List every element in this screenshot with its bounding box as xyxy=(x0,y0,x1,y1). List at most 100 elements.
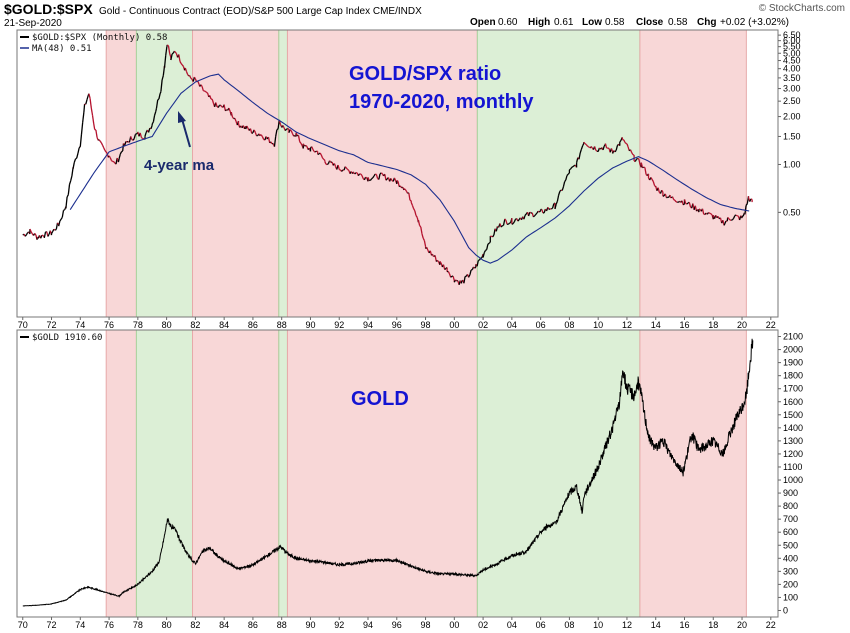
ratio-panel: 6.506.005.505.004.504.003.503.00 2.50 2.00… xyxy=(16,29,801,330)
ratio-line-segment xyxy=(159,91,162,94)
ratio-line-segment xyxy=(728,218,731,221)
ratio-line-segment xyxy=(404,188,407,192)
ratio-line-segment xyxy=(365,176,368,179)
ratio-xtick-label: 16 xyxy=(679,320,689,330)
ratio-line-segment xyxy=(75,157,78,160)
ratio-line-segment xyxy=(24,234,27,237)
ratio-line-segment xyxy=(746,196,750,204)
ratio-xtick-label: 98 xyxy=(421,320,431,330)
ratio-xtick-label: 06 xyxy=(536,320,546,330)
ratio-line-segment xyxy=(55,222,59,230)
chg-value: +0.02 (+3.02%) xyxy=(720,17,789,28)
ratio-line-segment xyxy=(47,233,50,237)
ratio-line-segment xyxy=(701,208,705,215)
ratio-line-segment xyxy=(53,228,56,231)
ratio-line-segment xyxy=(750,198,753,201)
open-label: Open xyxy=(470,17,496,28)
ratio-line-segment xyxy=(584,143,587,146)
ratio-line-segment xyxy=(629,149,633,153)
ratio-line-segment xyxy=(624,142,627,144)
ratio-line-segment xyxy=(469,269,472,275)
ratio-line-segment xyxy=(295,132,298,136)
ratio-line-segment xyxy=(147,127,151,133)
gold-xtick-label: 20 xyxy=(737,620,747,630)
high-label: High xyxy=(528,17,550,28)
gold-xtick-label: 06 xyxy=(536,620,546,630)
ratio-line-segment xyxy=(166,44,169,47)
ratio-line-segment xyxy=(478,259,480,262)
ratio-line-segment xyxy=(353,172,356,175)
ratio-line-segment xyxy=(413,208,416,212)
ratio-line-segment xyxy=(126,140,129,143)
ratio-line-segment xyxy=(444,267,447,271)
gold-ytick-label: 400 xyxy=(783,553,798,563)
ratio-line-segment xyxy=(113,161,116,164)
gold-ytick-label: 1600 xyxy=(783,397,803,407)
ratio-line-segment xyxy=(688,202,692,208)
ratio-line-segment xyxy=(80,122,84,135)
ratio-line-segment xyxy=(492,234,495,238)
ratio-xtick-label: 02 xyxy=(478,320,488,330)
ratio-line-segment xyxy=(93,123,96,130)
ratio-line-segment xyxy=(463,276,466,284)
ratio-line-segment xyxy=(583,141,586,145)
ratio-line-segment xyxy=(551,203,555,209)
ratio-line-segment xyxy=(414,210,417,216)
ratio-line-segment xyxy=(554,203,557,210)
ratio-xtick-label: 96 xyxy=(392,320,402,330)
ratio-line-segment xyxy=(82,112,85,123)
ratio-line-segment xyxy=(500,225,503,228)
ratio-line-segment xyxy=(65,196,68,209)
ratio-line-segment xyxy=(517,219,520,222)
ratio-line-segment xyxy=(604,143,608,149)
ratio-line-segment xyxy=(153,111,157,116)
ratio-line-segment xyxy=(197,80,200,85)
gold-x-axis: 70 72 74 76 78 80 82 84 86 88 90 92 94 96 98 00 02 04 06 08… xyxy=(18,617,776,630)
ratio-xtick-label: 92 xyxy=(334,320,344,330)
ratio-line-segment xyxy=(119,151,123,155)
ratio-xtick-label: 14 xyxy=(651,320,661,330)
ratio-ytick-label: 2.50 xyxy=(783,96,801,106)
ratio-line-segment xyxy=(564,179,567,183)
ratio-line-segment xyxy=(167,45,171,54)
ratio-line-segment xyxy=(421,233,424,239)
ratio-line-segment xyxy=(180,62,183,66)
ratio-line-segment xyxy=(532,215,536,218)
ratio-line-segment xyxy=(586,145,590,148)
ratio-line-segment xyxy=(466,274,470,278)
ratio-line-segment xyxy=(59,218,62,222)
ratio-ytick-label: 1.50 xyxy=(783,131,801,141)
ratio-panel-frame xyxy=(16,29,779,318)
ratio-line-segment xyxy=(111,160,114,163)
ratio-line-segment xyxy=(270,141,273,145)
gold-xtick-label: 82 xyxy=(190,620,200,630)
ratio-line-segment xyxy=(290,130,294,134)
ratio-line-segment xyxy=(204,90,207,93)
gold-xtick-label: 70 xyxy=(18,620,28,630)
ratio-legend-label: $GOLD:$SPX (Monthly) 0.58 xyxy=(32,33,167,43)
ratio-line-segment xyxy=(302,143,306,147)
ratio-xtick-label: 22 xyxy=(766,320,776,330)
ratio-xtick-label: 74 xyxy=(75,320,85,330)
ratio-line-segment xyxy=(652,181,656,186)
ratio-line-segment xyxy=(434,255,437,262)
ratio-line-segment xyxy=(100,142,104,146)
ratio-line-segment xyxy=(95,129,98,138)
ratio-line-segment xyxy=(578,152,581,160)
ratio-line-segment xyxy=(85,99,88,105)
ratio-xtick-label: 78 xyxy=(133,320,143,330)
ratio-line-segment xyxy=(674,199,677,203)
ratio-line-segment xyxy=(155,108,158,112)
ratio-line-segment xyxy=(132,138,135,141)
gold-xtick-label: 18 xyxy=(708,620,718,630)
gold-xtick-label: 12 xyxy=(622,620,632,630)
zone-green-3 xyxy=(278,329,288,618)
ratio-x-axis: 70 72 74 76 78 80 82 84 86 88 90 92 94 96 98 00 02 04 06 08… xyxy=(18,317,776,330)
ratio-line-segment xyxy=(531,212,535,218)
ratio-xtick-label: 86 xyxy=(248,320,258,330)
gold-zones xyxy=(105,329,747,618)
ratio-line-segment xyxy=(231,116,235,120)
ratio-line-segment xyxy=(185,71,189,75)
ma-annotation-arrow xyxy=(178,111,191,148)
gold-ytick-label: 2000 xyxy=(783,345,803,355)
